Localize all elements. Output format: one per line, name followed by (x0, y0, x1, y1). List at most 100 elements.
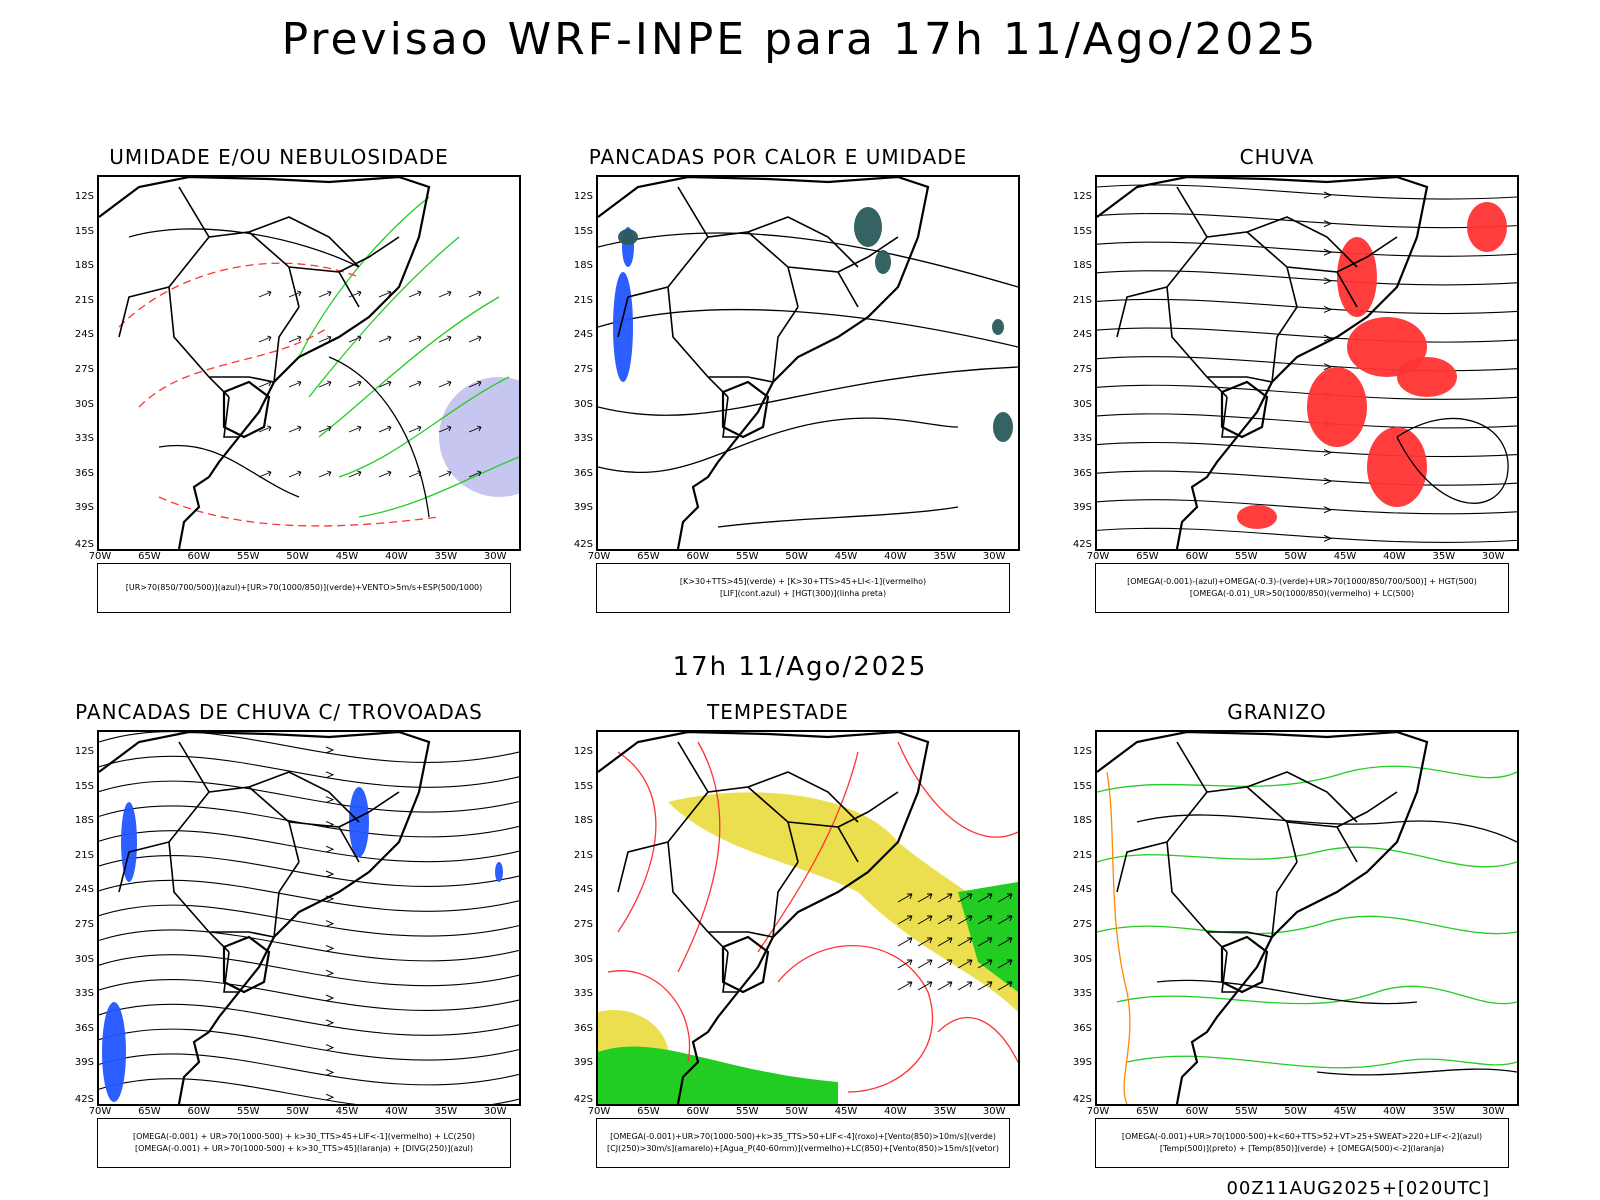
map-svg (1097, 177, 1517, 549)
lon-tick-label: 55W (735, 1106, 759, 1117)
lon-tick-label: 60W (187, 1106, 211, 1117)
lat-tick-label: 27S (1072, 919, 1092, 930)
lon-tick-label: 30W (1481, 1106, 1505, 1117)
lat-tick-label: 12S (573, 191, 593, 202)
lat-tick-label: 12S (1072, 746, 1092, 757)
lat-tick-label: 42S (573, 539, 593, 550)
lon-tick-label: 45W (1333, 1106, 1357, 1117)
panel-title: TEMPESTADE (707, 700, 849, 724)
lon-tick-label: 40W (1383, 551, 1406, 562)
lat-tick-label: 27S (573, 919, 593, 930)
lat-tick-label: 27S (74, 919, 94, 930)
map-svg (99, 732, 519, 1104)
panel-title: PANCADAS DE CHUVA C/ TROVOADAS (75, 700, 483, 724)
lat-tick-label: 18S (573, 815, 593, 827)
lon-tick-label: 60W (686, 551, 710, 562)
lat-tick-label: 27S (573, 364, 593, 375)
lat-tick-label: 39S (573, 1057, 593, 1069)
map-panel-tempestade: TEMPESTADE 12S 15S 18S 21S 24S 27S 30S 33S 36S 39S… (563, 700, 1020, 1170)
lon-tick-label: 35W (1432, 551, 1456, 562)
lat-tick-label: 27S (1072, 364, 1092, 375)
lat-tick-label: 21S (1072, 849, 1092, 861)
lat-tick-label: 24S (74, 884, 94, 896)
map-canvas (97, 175, 521, 551)
lat-tick-label: 30S (573, 398, 593, 410)
lon-tick-label: 40W (884, 551, 907, 562)
panel-legend: [OMEGA(-0.001) + UR>70(1000-500) + k>30_… (97, 1118, 511, 1168)
panel-title: UMIDADE E/OU NEBULOSIDADE (109, 145, 449, 169)
lon-tick-label: 65W (138, 551, 161, 562)
legend-line: [OMEGA(-0.001)-(azul)+OMEGA(-0.3)-(verde… (1127, 577, 1477, 586)
lat-tick-label: 36S (74, 467, 94, 479)
lon-tick-label: 55W (1234, 551, 1258, 562)
lat-tick-label: 21S (573, 294, 593, 306)
lat-tick-label: 33S (74, 988, 94, 1000)
lon-tick-label: 55W (236, 1106, 260, 1117)
lat-tick-label: 15S (1072, 780, 1092, 792)
lon-tick-label: 45W (335, 1106, 359, 1117)
legend-line: [UR>70(850/700/500)](azul)+[UR>70(1000/8… (125, 583, 483, 592)
map-canvas (1095, 730, 1519, 1106)
lat-tick-label: 12S (573, 746, 593, 757)
lon-tick-label: 50W (785, 1106, 808, 1117)
lon-tick-label: 55W (236, 551, 260, 562)
lat-tick-label: 12S (74, 191, 94, 202)
lon-tick-label: 30W (982, 551, 1006, 562)
lon-tick-label: 30W (1481, 551, 1505, 562)
lat-tick-label: 15S (74, 780, 94, 792)
lat-tick-label: 21S (1072, 294, 1092, 306)
map-canvas (97, 730, 521, 1106)
lon-tick-label: 60W (686, 1106, 710, 1117)
legend-line: [OMEGA(-0.01)_UR>50(1000/850)(vermelho) … (1189, 589, 1415, 598)
lat-tick-label: 24S (1072, 329, 1092, 341)
map-panel-trovoadas: PANCADAS DE CHUVA C/ TROVOADAS 12S 15S 18S 2… (64, 700, 521, 1170)
lon-tick-label: 50W (286, 551, 309, 562)
panel-legend: [UR>70(850/700/500)](azul)+[UR>70(1000/8… (97, 563, 511, 613)
lat-tick-label: 15S (74, 225, 94, 237)
map-svg (1097, 732, 1517, 1104)
lat-tick-label: 33S (573, 433, 593, 445)
lon-tick-label: 40W (385, 551, 408, 562)
lon-tick-label: 65W (138, 1106, 161, 1117)
lon-tick-label: 70W (587, 551, 611, 562)
panel-title: GRANIZO (1227, 700, 1327, 724)
lat-tick-label: 36S (74, 1022, 94, 1034)
lat-tick-label: 33S (573, 988, 593, 1000)
lon-tick-label: 30W (483, 1106, 507, 1117)
lon-tick-label: 50W (1284, 1106, 1307, 1117)
lat-tick-label: 39S (74, 502, 94, 514)
panel-legend: [OMEGA(-0.001)+UR>70(1000-500)+k<60+TTS>… (1095, 1118, 1509, 1168)
lat-tick-label: 24S (573, 884, 593, 896)
panel-legend: [K>30+TTS>45](verde) + [K>30+TTS>45+LI<-… (596, 563, 1010, 613)
map-canvas (1095, 175, 1519, 551)
lat-tick-label: 36S (573, 467, 593, 479)
lat-tick-label: 27S (74, 364, 94, 375)
lat-tick-label: 24S (1072, 884, 1092, 896)
lon-tick-label: 60W (1185, 1106, 1209, 1117)
lat-tick-label: 18S (1072, 260, 1092, 272)
lat-tick-label: 30S (1072, 398, 1092, 410)
lat-tick-label: 39S (74, 1057, 94, 1069)
map-svg (598, 732, 1018, 1104)
lon-tick-label: 70W (1086, 1106, 1110, 1117)
lon-tick-label: 55W (1234, 1106, 1258, 1117)
lat-tick-label: 36S (1072, 467, 1092, 479)
lon-tick-label: 70W (88, 551, 112, 562)
panel-legend: [OMEGA(-0.001)-(azul)+OMEGA(-0.3)-(verde… (1095, 563, 1509, 613)
lon-tick-label: 65W (1136, 551, 1159, 562)
lat-tick-label: 39S (1072, 502, 1092, 514)
lat-tick-label: 42S (74, 1094, 94, 1105)
lat-tick-label: 21S (74, 294, 94, 306)
legend-line: [OMEGA(-0.001)+UR>70(1000-500)+k>35_TTS>… (610, 1132, 996, 1141)
legend-line: [OMEGA(-0.001) + UR>70(1000-500) + k>30_… (132, 1132, 476, 1141)
main-title: Previsao WRF-INPE para 17h 11/Ago/2025 (281, 14, 1319, 65)
lat-tick-label: 30S (74, 398, 94, 410)
lon-tick-label: 70W (88, 1106, 112, 1117)
lat-tick-label: 42S (1072, 539, 1092, 550)
lon-tick-label: 35W (1432, 1106, 1456, 1117)
lat-tick-label: 30S (573, 953, 593, 965)
lat-tick-label: 15S (573, 780, 593, 792)
panel-title: CHUVA (1239, 145, 1315, 169)
lon-tick-label: 35W (434, 551, 458, 562)
lat-tick-label: 33S (1072, 988, 1092, 1000)
